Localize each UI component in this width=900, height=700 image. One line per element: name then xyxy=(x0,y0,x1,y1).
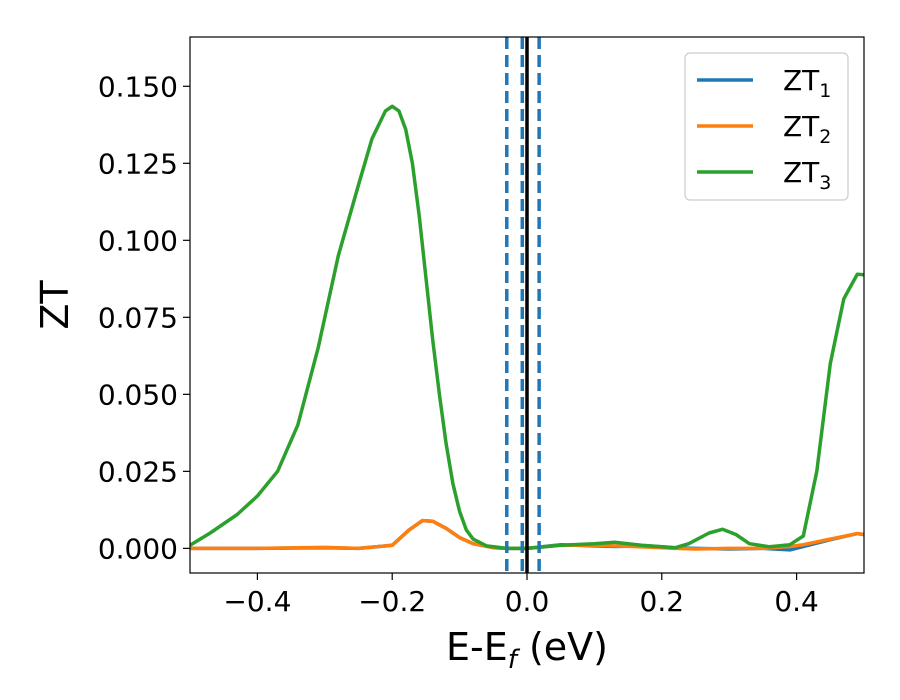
plot-area xyxy=(190,37,864,573)
axes: −0.4 −0.2 0.0 0.2 0.4 0.000 0.025 0.050 0.075 0.1… xyxy=(33,36,865,675)
x-tick-label: 0.4 xyxy=(774,585,819,618)
y-tick-label: 0.150 xyxy=(98,70,178,103)
y-tick-label: 0.100 xyxy=(98,224,178,257)
plot-content xyxy=(190,37,864,573)
legend-label: ZT3 xyxy=(783,156,831,194)
y-tick-label: 0.025 xyxy=(98,455,178,488)
legend-label: ZT2 xyxy=(783,110,831,148)
legend-label: ZT1 xyxy=(783,64,831,102)
x-axis-label: E-Ef (eV) xyxy=(446,625,608,675)
y-tick-label: 0.125 xyxy=(98,147,178,180)
y-tick-label: 0.075 xyxy=(98,301,178,334)
x-tick-label: −0.2 xyxy=(358,585,426,618)
x-tick-label: 0.2 xyxy=(640,585,685,618)
x-tick-label: 0.0 xyxy=(505,585,550,618)
y-tick-label: 0.000 xyxy=(98,532,178,565)
series-line-zt3 xyxy=(190,104,864,551)
legend-box xyxy=(684,52,849,201)
legend: ZT1 ZT2 ZT3 xyxy=(684,52,849,201)
y-tick-label: 0.050 xyxy=(98,378,178,411)
x-tick-label: −0.4 xyxy=(223,585,291,618)
y-axis-label: ZT xyxy=(33,280,77,330)
